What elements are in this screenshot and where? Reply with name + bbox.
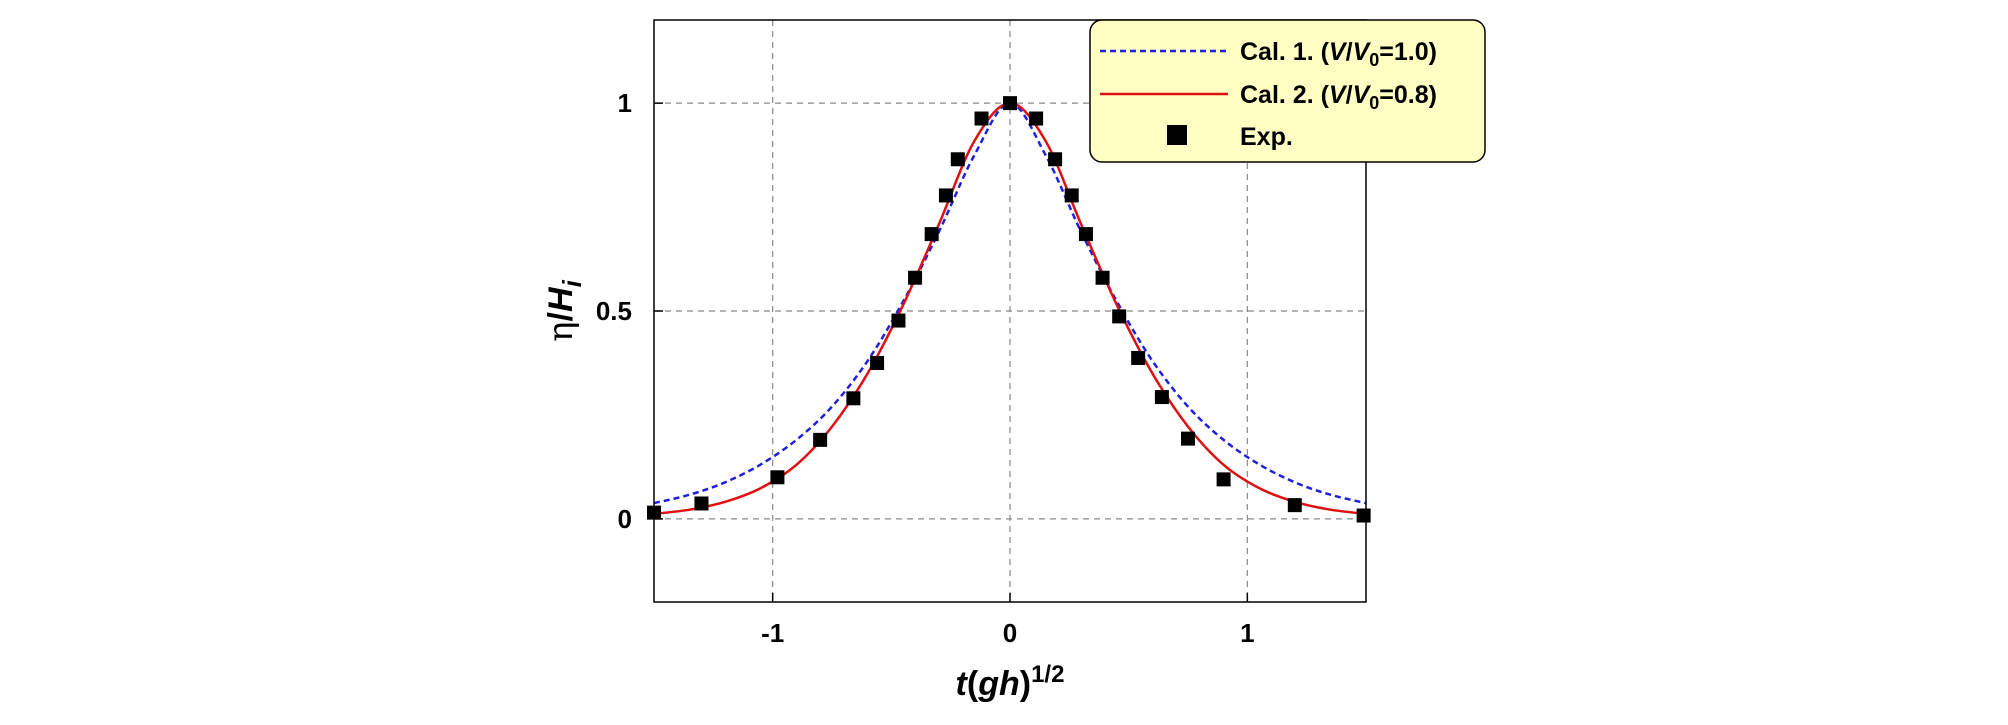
legend-cal1-sub: 0 [1369, 50, 1379, 70]
exp-point-22 [1216, 472, 1231, 487]
legend-label-cal2: Cal. 2. (V/V0=0.8) [1240, 81, 1437, 113]
exp-point-16 [1078, 227, 1093, 242]
exp-point-23 [1287, 498, 1302, 513]
legend-cal2-slash: / [1346, 81, 1353, 109]
exp-point-9 [938, 188, 953, 203]
x-title-open: ( [967, 665, 979, 703]
exp-point-1 [694, 496, 709, 511]
exp-point-11 [974, 111, 989, 126]
y-axis-title: η/Hi [541, 279, 587, 341]
exp-point-8 [924, 227, 939, 242]
y-tick-label-2: 1 [618, 88, 632, 118]
exp-point-24 [1356, 508, 1371, 523]
legend: Cal. 1. (V/V0=1.0) Cal. 2. (V/V0=0.8) Ex… [1089, 19, 1486, 163]
exp-point-15 [1064, 188, 1079, 203]
exp-point-6 [891, 313, 906, 328]
exp-point-20 [1154, 390, 1169, 405]
series-layer [647, 96, 1371, 523]
exp-point-18 [1112, 309, 1127, 324]
exp-point-19 [1131, 350, 1146, 365]
x-title-exponent: 1/2 [1031, 661, 1064, 688]
y-title-h: H [542, 286, 580, 312]
legend-cal2-v: V [1329, 81, 1348, 109]
legend-cal2-v0: V [1353, 81, 1372, 109]
y-tick-label-1: 0.5 [596, 296, 632, 326]
exp-point-5 [870, 355, 885, 370]
x-tick-label-0: -1 [761, 618, 784, 648]
legend-cal1-v0: V [1353, 38, 1372, 66]
legend-cal1-slash: / [1346, 38, 1353, 66]
x-title-t: t [956, 665, 969, 703]
y-tick-label-0: 0 [618, 504, 632, 534]
y-title-slash: / [542, 311, 580, 321]
legend-box [1089, 19, 1486, 163]
legend-cal2-suffix: =0.8) [1379, 81, 1437, 109]
legend-label-cal1: Cal. 1. (V/V0=1.0) [1240, 38, 1437, 70]
exp-point-13 [1029, 111, 1044, 126]
legend-swatch-exp [1167, 125, 1187, 145]
exp-point-4 [846, 391, 861, 406]
legend-label-exp: Exp. [1240, 123, 1293, 151]
x-title-close: ) [1020, 665, 1031, 703]
legend-cal2-sub: 0 [1369, 93, 1379, 113]
x-title-gh: gh [977, 665, 1020, 703]
exp-point-17 [1095, 270, 1110, 285]
y-title-eta: η [541, 321, 581, 341]
exp-point-3 [813, 432, 828, 447]
exp-point-12 [1003, 96, 1017, 111]
exp-point-10 [950, 152, 965, 167]
legend-cal1-v: V [1329, 38, 1348, 66]
legend-cal1-suffix: =1.0) [1379, 38, 1437, 66]
x-axis-title: t(gh)1/2 [956, 661, 1065, 703]
y-title-subscript: i [557, 279, 587, 287]
legend-cal1-prefix: Cal. 1. ( [1240, 38, 1330, 66]
exp-point-2 [770, 470, 785, 485]
x-tick-label-1: 0 [1003, 618, 1017, 648]
legend-cal2-prefix: Cal. 2. ( [1240, 81, 1330, 109]
exp-point-14 [1048, 152, 1063, 167]
tick-layer: -1 0 1 0 0.5 1 [596, 88, 1255, 648]
x-tick-label-2: 1 [1240, 618, 1254, 648]
exp-point-7 [908, 270, 923, 285]
exp-point-21 [1181, 431, 1195, 446]
